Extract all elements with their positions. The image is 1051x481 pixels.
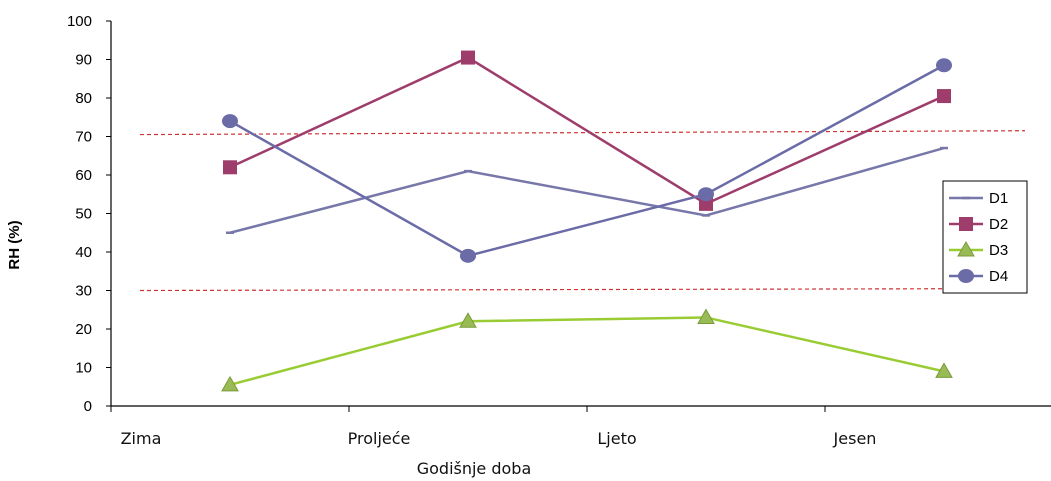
legend-label-d1: D1: [989, 190, 1008, 207]
y-tick-label: 10: [75, 360, 92, 377]
data-point-d3: [221, 375, 239, 392]
y-tick-label: 0: [84, 398, 92, 415]
data-point-d2: [937, 89, 951, 104]
legend-label-d2: D2: [989, 216, 1008, 233]
x-tick-label: Proljeće: [348, 429, 411, 448]
legend-box: [942, 180, 1028, 294]
x-tick-label: Jesen: [833, 429, 877, 448]
x-axis-title: Godišnje doba: [417, 459, 532, 478]
data-point-d4: [460, 248, 476, 263]
legend: D1 D2 D3 D4: [942, 180, 1028, 294]
y-tick-label: 60: [75, 167, 92, 184]
legend-marker-d4: [958, 269, 974, 283]
y-tick-label: 20: [75, 321, 92, 338]
x-tick-label: Ljeto: [597, 429, 636, 448]
y-tick-label: 70: [75, 129, 92, 146]
x-tick-label: Zima: [121, 429, 162, 448]
data-point-d4: [936, 58, 952, 73]
y-tick-label: 50: [75, 206, 92, 223]
legend-marker-d2: [959, 217, 973, 231]
data-point-d3: [459, 312, 477, 328]
y-tick-label: 100: [67, 13, 92, 30]
reference-line-1: [139, 130, 1026, 136]
legend-label-d4: D4: [989, 268, 1008, 285]
y-tick-label: 80: [75, 90, 92, 107]
series-line-d4: [229, 64, 945, 258]
series-line-d2: [229, 56, 945, 206]
data-point-d3: [697, 308, 715, 324]
data-point-d2: [461, 50, 475, 65]
y-tick-label: 90: [75, 52, 92, 69]
reference-line-2: [139, 287, 1026, 292]
data-point-d4: [698, 187, 714, 202]
legend-marker-d3: [957, 240, 975, 257]
legend-label-d3: D3: [989, 242, 1008, 259]
y-tick-label: 40: [75, 244, 92, 261]
series-line-d1: [229, 146, 945, 234]
series-line-d3: [229, 316, 945, 387]
data-point-d4: [222, 114, 238, 129]
y-axis-title: RH (%): [6, 220, 23, 269]
data-point-d3: [935, 362, 953, 378]
data-point-d2: [223, 160, 237, 175]
y-tick-label: 30: [75, 283, 92, 300]
